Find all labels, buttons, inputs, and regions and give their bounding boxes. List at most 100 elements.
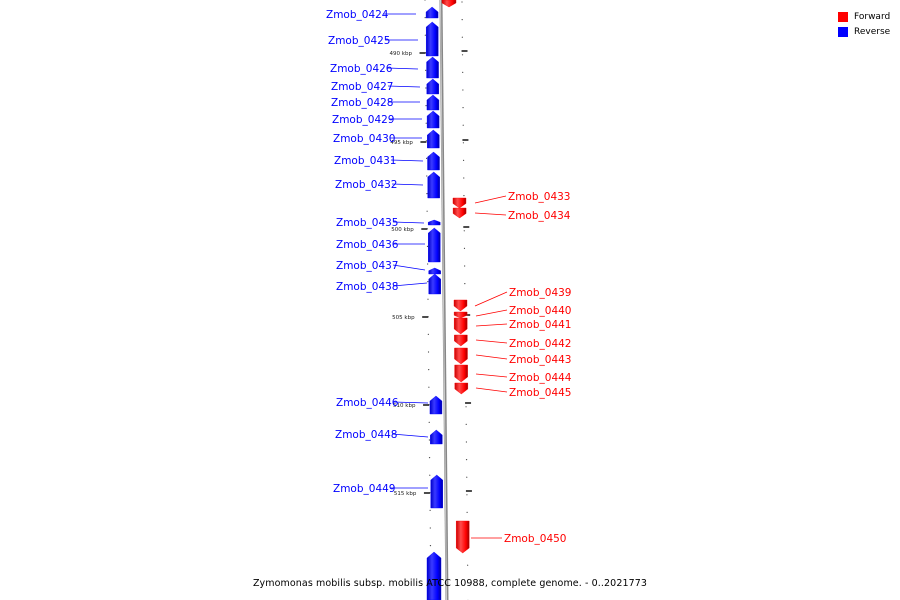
gene-Zmob_0440[interactable]: Zmob_0440 — [453, 305, 571, 319]
gene-leader-line — [387, 85, 421, 88]
gene-Zmob_0432[interactable]: Zmob_0432 — [335, 171, 440, 199]
gene-arrow[interactable] — [428, 273, 441, 295]
gene-label[interactable]: Zmob_0431 — [334, 155, 396, 167]
gene-leader-line — [475, 387, 508, 393]
gene-Zmob_0428[interactable]: Zmob_0428 — [331, 94, 440, 111]
gene-label[interactable]: Zmob_0445 — [509, 387, 571, 399]
gene-label[interactable]: Zmob_0448 — [335, 429, 397, 441]
gene-Zmob_0446[interactable]: Zmob_0446 — [336, 395, 443, 415]
gene-label[interactable]: Zmob_0426 — [330, 63, 393, 75]
gene-Zmob_0425[interactable]: Zmob_0425 — [328, 21, 439, 57]
gene-Zmob_0435[interactable]: Zmob_0435 — [336, 217, 441, 229]
gene-arrow[interactable] — [427, 129, 440, 149]
gene-arrow[interactable] — [452, 207, 467, 219]
gene-label[interactable]: Zmob_0438 — [336, 281, 398, 293]
gene-Zmob_0430[interactable]: Zmob_0430 — [333, 129, 440, 149]
gene-leader-line — [474, 212, 507, 216]
gene-Zmob_0433[interactable]: Zmob_0433 — [452, 191, 571, 209]
gene-label[interactable]: Zmob_0436 — [336, 239, 399, 251]
legend: Forward Reverse — [838, 9, 890, 39]
gene-Zmob_0436[interactable]: Zmob_0436 — [336, 227, 441, 263]
gene-Zmob_0450[interactable]: Zmob_0450 — [456, 520, 566, 554]
gene-arrow[interactable] — [430, 474, 443, 509]
gene-label[interactable]: Zmob_0440 — [509, 305, 571, 317]
gene-arrow[interactable] — [453, 311, 468, 319]
gene-arrow[interactable] — [453, 317, 468, 335]
gene-partial-bottom[interactable] — [426, 551, 442, 600]
tick-label: 515 kbp — [394, 491, 417, 497]
gene-arrow[interactable] — [426, 94, 440, 111]
gene-Zmob_0437[interactable]: Zmob_0437 — [336, 260, 441, 275]
gene-label[interactable]: Zmob_0442 — [509, 338, 571, 350]
gene-label[interactable]: Zmob_0446 — [336, 397, 399, 409]
gene-label[interactable]: Zmob_0437 — [336, 260, 398, 272]
gene-arrow[interactable] — [428, 219, 441, 226]
gene-partial-top[interactable] — [441, 0, 457, 8]
gene-arrow[interactable] — [454, 364, 468, 383]
gene-Zmob_0429[interactable]: Zmob_0429 — [332, 110, 440, 129]
gene-arrow[interactable] — [426, 56, 439, 79]
tick-label: 500 kbp — [391, 227, 414, 233]
gene-Zmob_0449[interactable]: Zmob_0449 — [333, 474, 443, 509]
tick-1: 495 kbp — [390, 139, 469, 146]
forward-swatch — [838, 11, 848, 22]
gene-Zmob_0442[interactable]: Zmob_0442 — [454, 334, 571, 350]
gene-arrow[interactable] — [428, 227, 441, 263]
tick-label: 495 kbp — [390, 140, 413, 146]
tick-5: 515 kbp — [394, 490, 472, 497]
gene-Zmob_0434[interactable]: Zmob_0434 — [452, 207, 571, 222]
gene-arrow[interactable] — [454, 382, 469, 395]
gene-label[interactable]: Zmob_0443 — [509, 354, 571, 366]
legend-reverse[interactable]: Reverse — [838, 24, 890, 39]
gene-Zmob_0427[interactable]: Zmob_0427 — [331, 78, 439, 95]
gene-leader-line — [392, 264, 426, 271]
gene-label[interactable]: Zmob_0450 — [504, 533, 566, 545]
gene-arrow[interactable] — [454, 334, 468, 347]
gene-Zmob_0443[interactable]: Zmob_0443 — [454, 347, 571, 366]
gene-arrow[interactable] — [425, 6, 439, 19]
gene-arrow[interactable] — [429, 395, 443, 415]
gene-Zmob_0424[interactable]: Zmob_0424 — [326, 6, 439, 21]
gene-label[interactable]: Zmob_0434 — [508, 210, 571, 222]
gene-Zmob_0431[interactable]: Zmob_0431 — [334, 151, 440, 171]
gene-features: Zmob_0424 Zmob_0425 Zmob_0426 Zmob_0427 Zmob… — [326, 0, 572, 600]
gene-label[interactable]: Zmob_0441 — [509, 319, 571, 331]
gene-arrow[interactable] — [456, 520, 470, 554]
gene-Zmob_0441[interactable]: Zmob_0441 — [453, 317, 571, 335]
gene-arrow[interactable] — [426, 110, 440, 129]
tick-4: 510 kbp — [393, 402, 472, 409]
gene-arrow[interactable] — [427, 151, 440, 171]
gene-label[interactable]: Zmob_0429 — [332, 114, 394, 126]
legend-forward[interactable]: Forward — [838, 9, 890, 24]
gene-label[interactable]: Zmob_0435 — [336, 217, 398, 229]
gene-Zmob_0448[interactable]: Zmob_0448 — [335, 429, 443, 445]
gene-label[interactable]: Zmob_0424 — [326, 9, 389, 21]
gene-leader-line — [475, 309, 508, 317]
legend-reverse-label: Reverse — [854, 26, 891, 37]
gene-label[interactable]: Zmob_0444 — [509, 372, 572, 384]
gene-Zmob_0438[interactable]: Zmob_0438 — [336, 273, 441, 295]
gene-Zmob_0439[interactable]: Zmob_0439 — [453, 287, 571, 312]
gene-Zmob_0426[interactable]: Zmob_0426 — [330, 56, 439, 79]
gene-label[interactable]: Zmob_0425 — [328, 35, 390, 47]
gene-Zmob_0445[interactable]: Zmob_0445 — [454, 382, 572, 399]
gene-arrow[interactable] — [452, 197, 467, 209]
gene-arrow[interactable] — [454, 347, 468, 365]
gene-label[interactable]: Zmob_0432 — [335, 179, 397, 191]
gene-label[interactable]: Zmob_0430 — [333, 133, 395, 145]
gene-label[interactable]: Zmob_0439 — [509, 287, 571, 299]
gene-arrow[interactable] — [426, 21, 439, 57]
gene-arrow[interactable] — [428, 267, 441, 275]
gene-label[interactable]: Zmob_0433 — [508, 191, 570, 203]
gene-Zmob_0444[interactable]: Zmob_0444 — [454, 364, 572, 384]
gene-label[interactable]: Zmob_0449 — [333, 483, 395, 495]
gene-label[interactable]: Zmob_0427 — [331, 81, 393, 93]
gene-arrow[interactable] — [427, 171, 440, 199]
gene-arrow[interactable] — [430, 429, 443, 445]
gene-leader-line — [475, 339, 508, 344]
gene-arrow[interactable] — [426, 78, 439, 95]
gene-leader-line — [386, 67, 419, 70]
gene-label[interactable]: Zmob_0428 — [331, 97, 393, 109]
gene-arrow[interactable] — [453, 299, 468, 312]
